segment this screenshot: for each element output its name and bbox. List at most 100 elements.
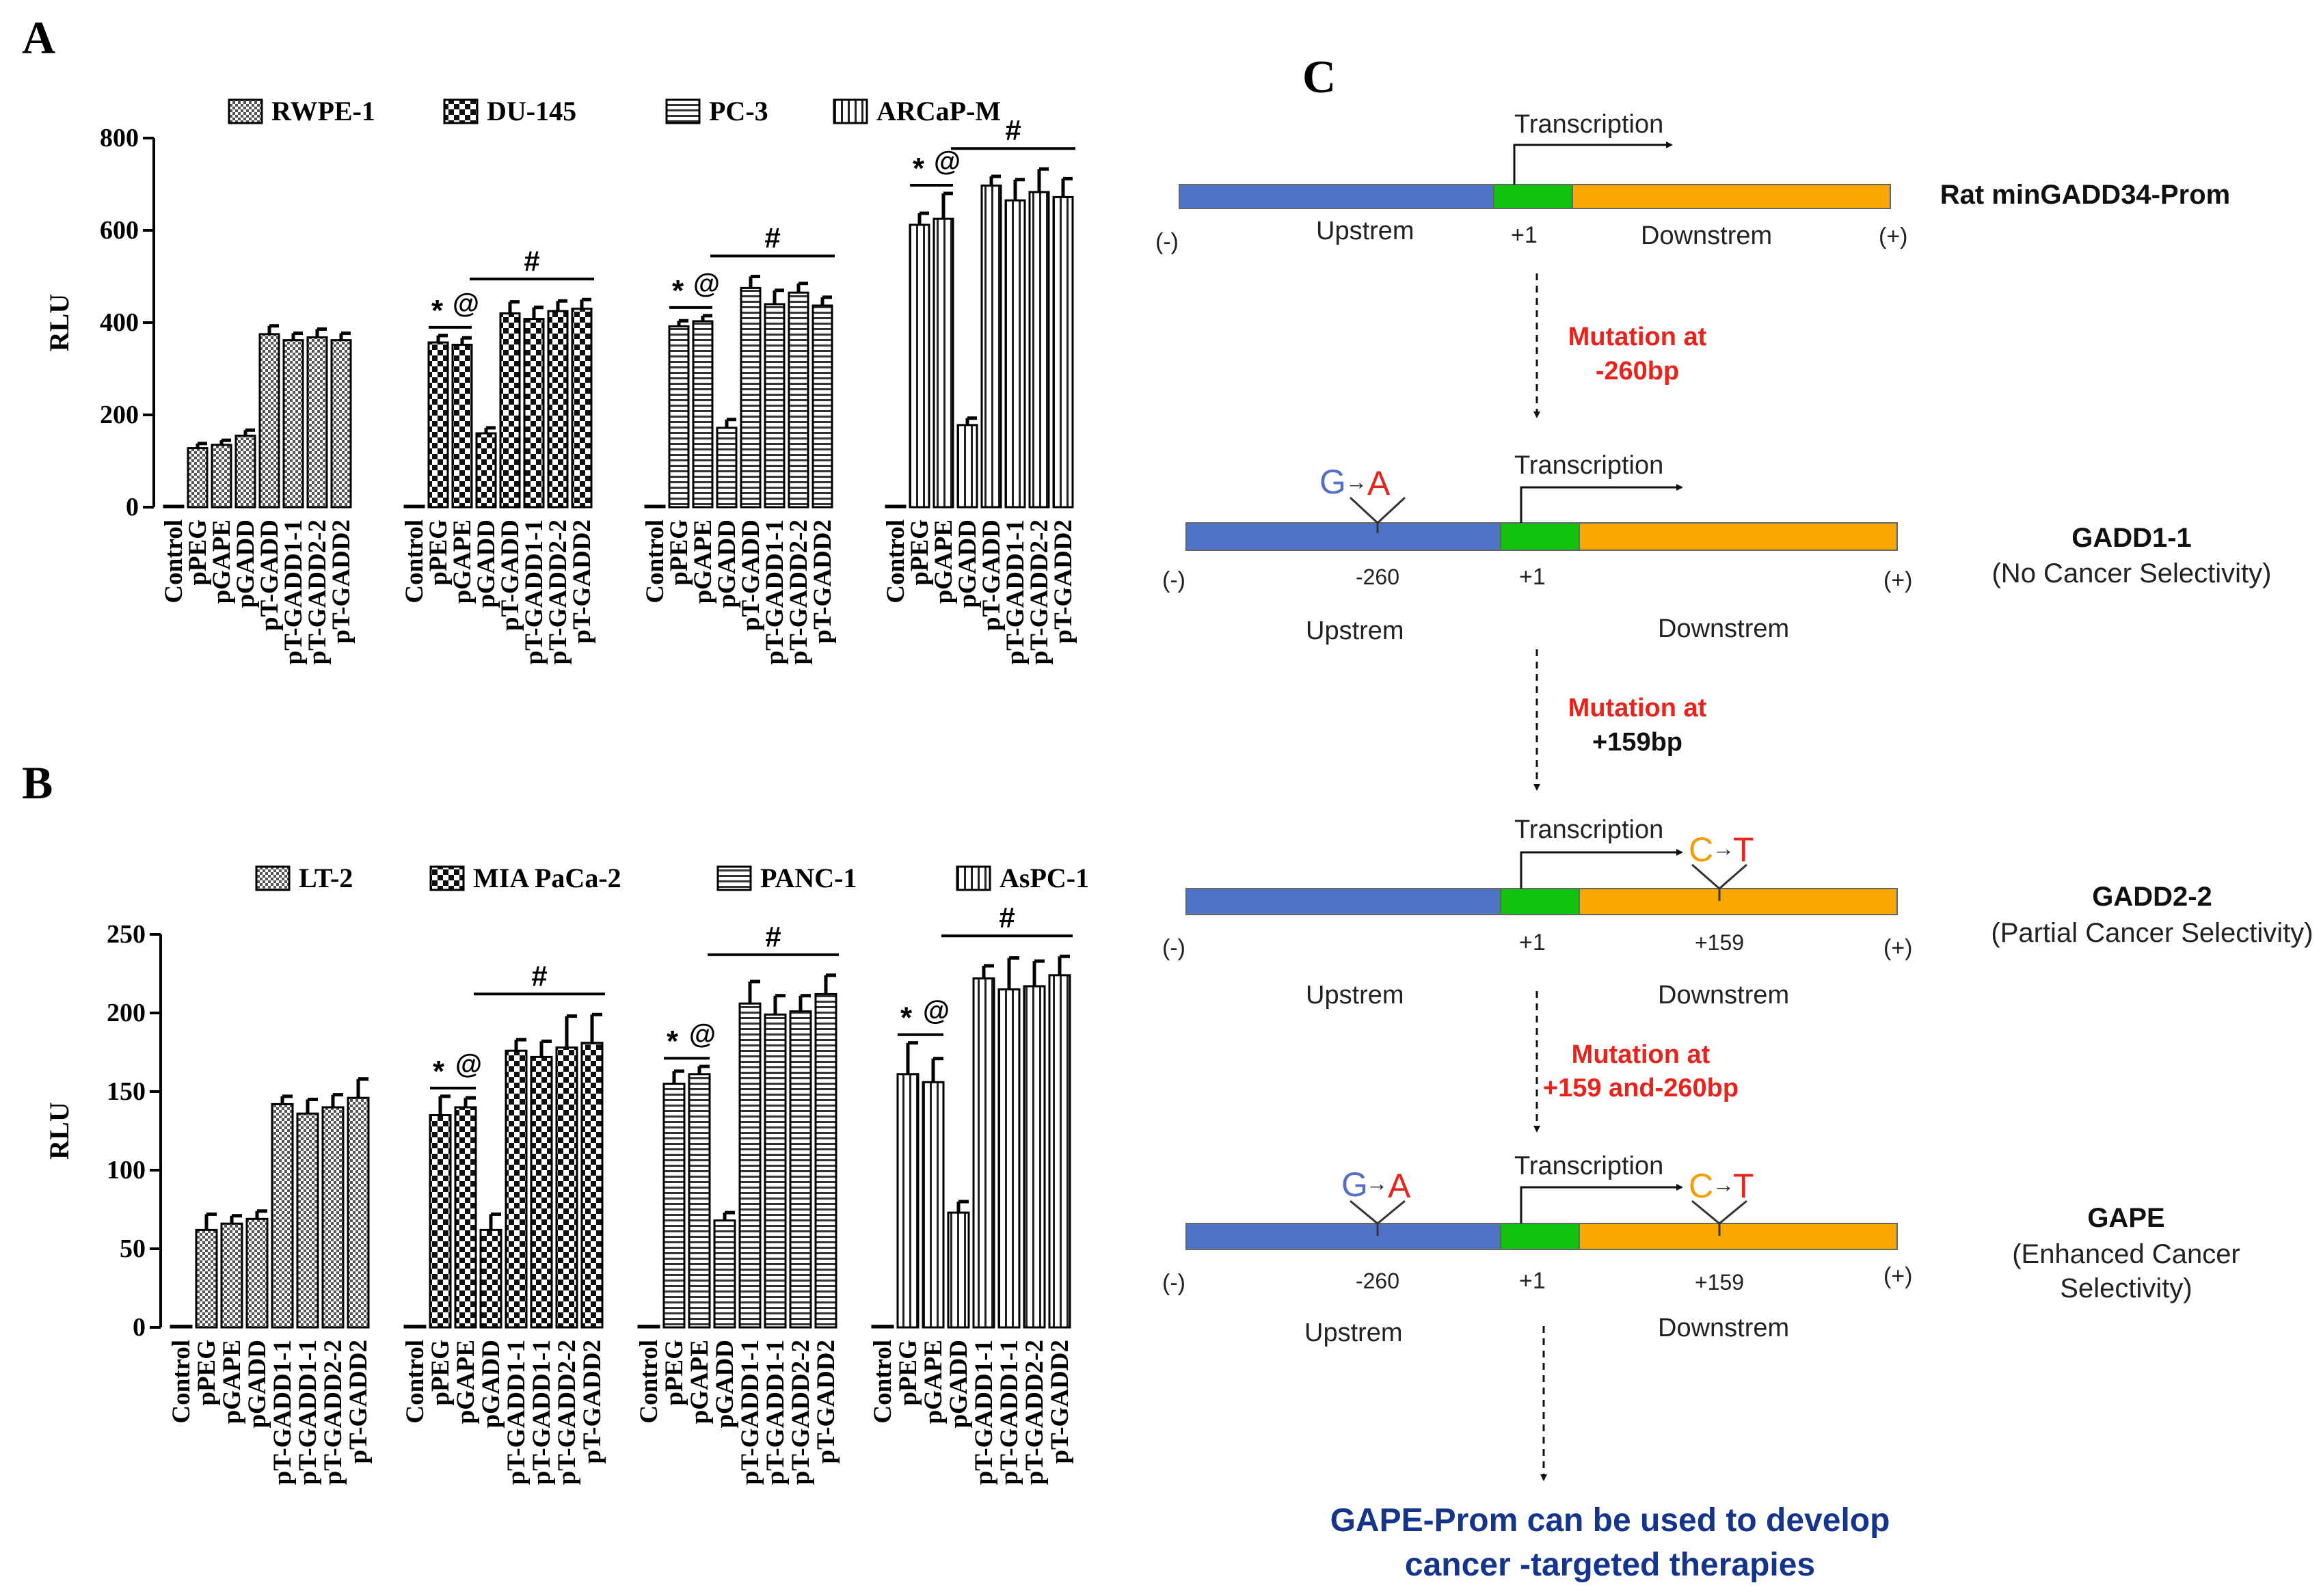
bar: [245, 1217, 269, 1329]
category-label: pGAPE: [452, 1340, 480, 1424]
g-base: G: [1341, 1165, 1368, 1204]
category-label: pGAPE: [689, 519, 717, 604]
category-label: pGADD: [713, 519, 741, 608]
minus-label: (-): [1162, 567, 1185, 593]
category-label: pT-GADD2-2: [785, 519, 813, 664]
bar: [980, 185, 1002, 509]
bar: [713, 1219, 736, 1329]
tss-region: [1493, 184, 1573, 209]
category-label: pT-GADD1-1: [995, 1340, 1023, 1485]
category-label: pPEG: [425, 519, 453, 586]
category-label: Control: [167, 1340, 196, 1424]
category-label: pPEG: [665, 519, 693, 586]
tss-region: [1500, 1223, 1580, 1250]
bar: [764, 1013, 787, 1329]
mutation-label-3: Mutation at: [1572, 1040, 1710, 1069]
panel-label-b: B: [22, 757, 53, 809]
bar: [811, 304, 833, 509]
legend-swatch: [833, 98, 868, 124]
upstream-region: [1179, 184, 1494, 209]
bar: [163, 504, 185, 509]
promoter-diagram: Transcription (-) Upstrem +1 Downstrem (…: [1155, 110, 2313, 1583]
tss-label: +1: [1519, 564, 1546, 590]
significance-mark: #: [1005, 114, 1021, 146]
category-label: pT-GADD1-1: [280, 519, 308, 664]
bar: [454, 1106, 477, 1329]
category-label: pPEG: [660, 1340, 688, 1406]
legend-swatch: [716, 865, 752, 891]
y-tick-label: 200: [100, 401, 139, 429]
category-label: Control: [869, 1340, 897, 1424]
category-label: pT-GADD2-2: [304, 519, 332, 664]
significance-mark: *: [667, 1025, 679, 1058]
construct-4: Transcription G → A C → T (-) -260 +1 +1…: [1162, 1152, 2240, 1347]
significance-mark: #: [524, 245, 539, 277]
bar: [330, 339, 352, 509]
y-tick-label: 50: [120, 1234, 146, 1263]
legend-swatch: [429, 865, 465, 891]
construct-name: GADD1-1: [2071, 523, 2192, 553]
mutation-marker: [1691, 863, 1747, 901]
bar: [170, 1325, 193, 1329]
category-label: pT-GADD1-1: [970, 1340, 998, 1485]
category-label: pT-GADD: [256, 519, 284, 631]
bar: [306, 336, 328, 509]
transcription-arrow: [1513, 141, 1673, 185]
category-label: pGAPE: [448, 519, 477, 604]
bar: [1052, 195, 1074, 509]
significance-mark: @: [693, 269, 720, 299]
legend-swatch: [228, 98, 263, 124]
significance-mark: @: [689, 1019, 716, 1049]
y-axis-label: RLU: [44, 1102, 75, 1159]
category-label: pGADD: [232, 519, 260, 608]
tss-region: [1500, 522, 1580, 551]
tss-label: +1: [1511, 222, 1538, 248]
bar: [788, 291, 809, 509]
construct-3: Transcription C → T (-) +1 +159 (+) Upst…: [1162, 815, 2313, 1010]
tss-region: [1500, 888, 1580, 915]
tss-label: +1: [1519, 930, 1546, 956]
y-tick-label: 150: [107, 1077, 146, 1106]
position-260: -260: [1356, 565, 1399, 589]
downstream-region: [1572, 184, 1891, 209]
category-label: pT-GADD2-2: [1025, 519, 1054, 664]
bar: [547, 310, 569, 509]
significance-mark: *: [913, 152, 925, 185]
plus-label: (+): [1883, 935, 1913, 961]
tss-label: +1: [1519, 1268, 1546, 1294]
bar: [211, 444, 232, 509]
position-159: +159: [1695, 1270, 1744, 1295]
bar: [195, 1228, 218, 1329]
bar: [403, 1325, 427, 1329]
category-label: pT-GADD2: [568, 519, 596, 644]
category-label: pGADD: [945, 1340, 973, 1429]
bar: [258, 333, 280, 509]
category-label: pPEG: [427, 1340, 455, 1406]
legend-label: LT-2: [299, 863, 353, 893]
bar: [271, 1103, 294, 1329]
category-label: pT-GADD2: [1046, 1340, 1074, 1464]
category-label: pT-GADD2-2: [319, 1340, 347, 1485]
bar: [451, 343, 473, 509]
bar-chart-a: RWPE-1 DU-145 PC-3 ARCaP-M 0 200 400 600 800 RLU C…: [44, 96, 1077, 664]
conclusion-line-2: cancer -targeted therapies: [1405, 1547, 1815, 1583]
construct-2: Transcription G → A (-) -260 +1 (+) Upst…: [1162, 451, 2272, 645]
bar: [789, 1010, 812, 1329]
y-axis-label: RLU: [44, 294, 75, 351]
c-base: C: [1689, 1167, 1713, 1205]
mutation-label-3-site: +159 and-260bp: [1543, 1074, 1739, 1103]
downstream-label: Downstrem: [1641, 221, 1772, 250]
downstream-region: [1579, 888, 1898, 915]
category-label: pT-GADD2: [812, 1340, 840, 1464]
panel-label-c: C: [1302, 51, 1336, 103]
bar: [234, 434, 256, 509]
bar: [429, 1114, 452, 1329]
mutation-marker-c-t: [1691, 1200, 1747, 1236]
category-label: pT-GADD1-1: [269, 1340, 297, 1485]
category-label: pT-GADD1-1: [762, 1340, 790, 1485]
category-label: pT-GADD2: [578, 1340, 606, 1464]
bar: [637, 1325, 660, 1329]
category-label: pT-GADD2-2: [1021, 1340, 1049, 1485]
upstream-label: Upstrem: [1316, 217, 1414, 245]
bar: [662, 1083, 686, 1329]
